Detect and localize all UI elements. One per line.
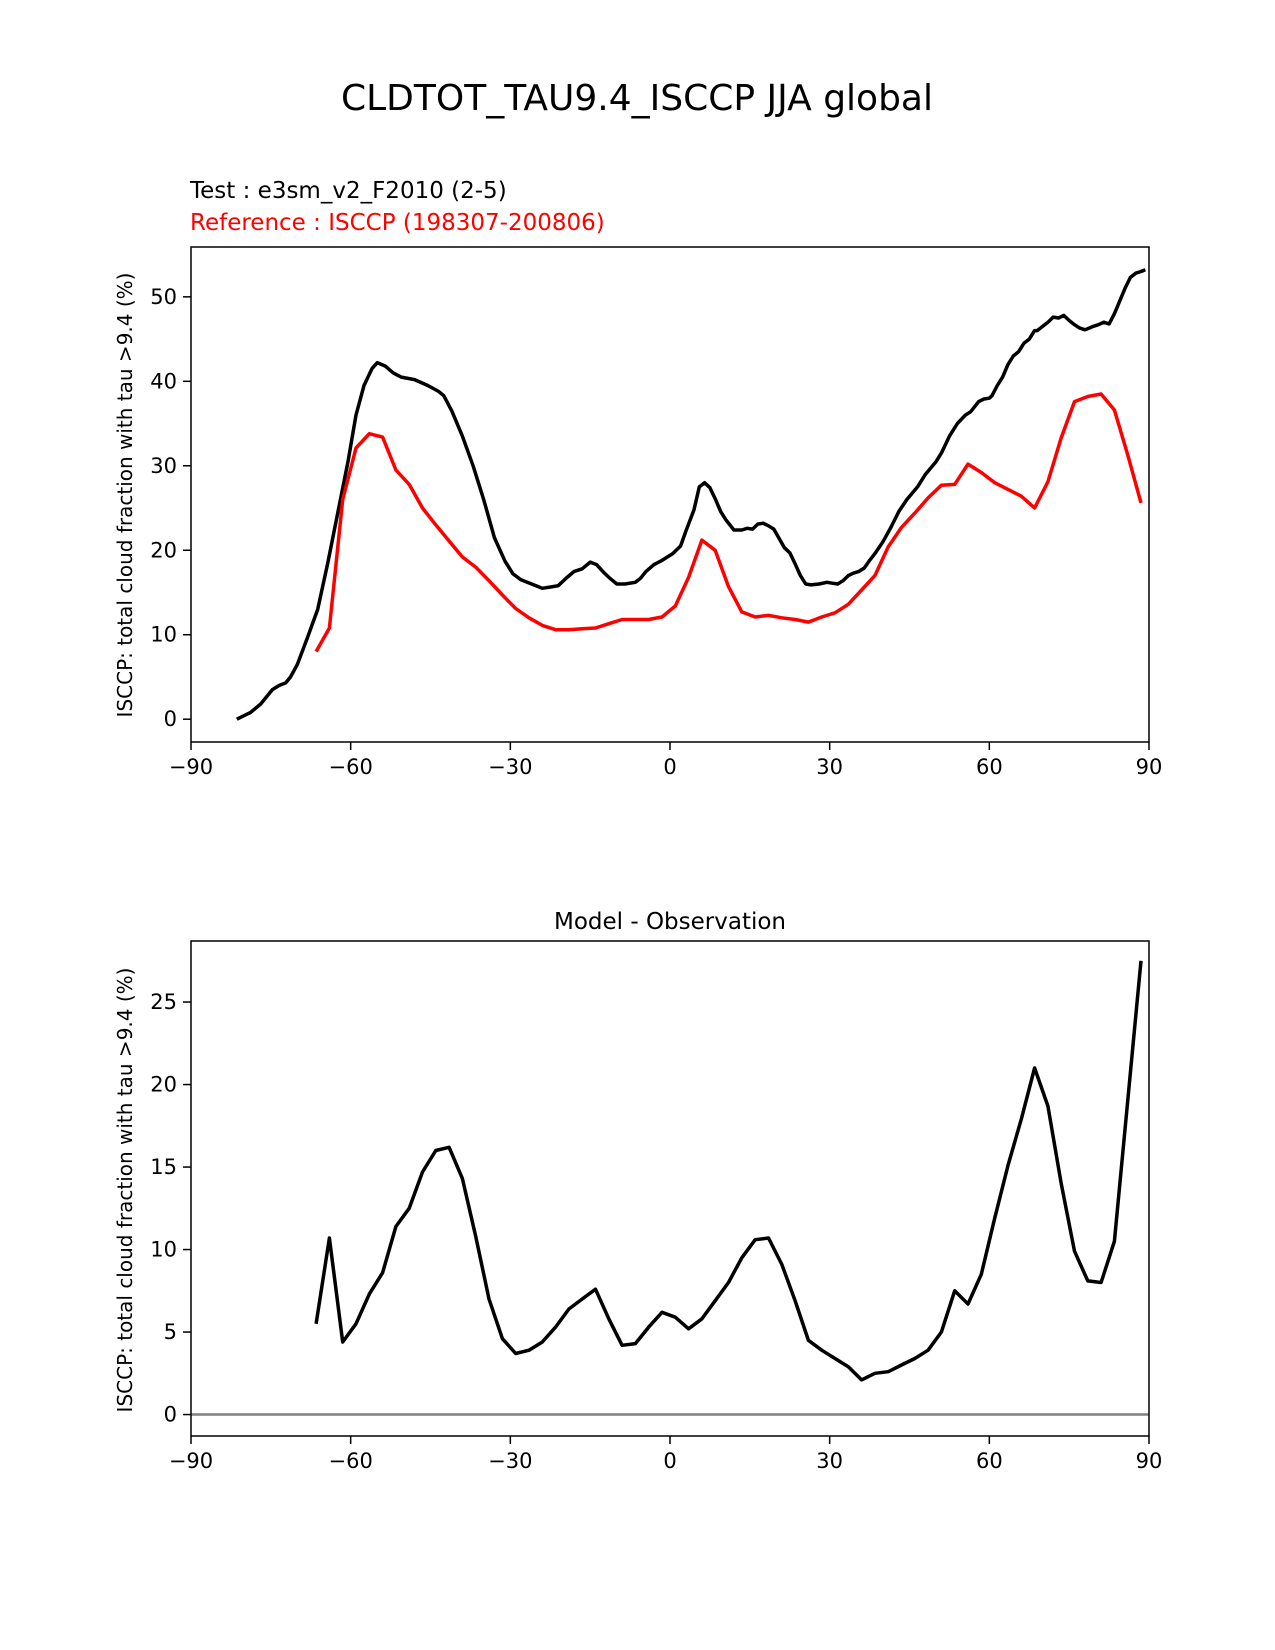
bottom-y-axis-label: ISCCP: total cloud fraction with tau >9.… bbox=[113, 968, 137, 1413]
y-tick-label: 15 bbox=[150, 1155, 177, 1179]
y-tick-label: 25 bbox=[150, 990, 177, 1014]
y-tick-label: 0 bbox=[164, 1403, 177, 1427]
x-tick-label: 30 bbox=[816, 755, 843, 779]
bottom-axis-ticks: −90 −60 −30 0 30 60 90 0 5 10 15 20 25 bbox=[150, 990, 1162, 1473]
x-tick-label: −60 bbox=[329, 755, 373, 779]
reference-label: Reference : ISCCP (198307-200806) bbox=[190, 210, 605, 236]
y-tick-label: 40 bbox=[150, 369, 177, 393]
series-line-1 bbox=[314, 392, 1143, 653]
y-tick-label: 20 bbox=[150, 1073, 177, 1097]
series-line-0 bbox=[314, 960, 1143, 1382]
top-plot-frame bbox=[190, 246, 1150, 743]
y-tick-label: 10 bbox=[150, 1238, 177, 1262]
y-tick-label: 0 bbox=[164, 707, 177, 731]
top-axis-ticks: −90 −60 −30 0 30 60 90 0 10 20 30 40 50 bbox=[150, 285, 1162, 779]
figure-title: CLDTOT_TAU9.4_ISCCP JJA global bbox=[341, 78, 933, 119]
x-tick-label: 30 bbox=[816, 1449, 843, 1473]
x-tick-label: 90 bbox=[1136, 755, 1163, 779]
bottom-title: Model - Observation bbox=[554, 909, 786, 935]
x-tick-label: −60 bbox=[329, 1449, 373, 1473]
x-tick-label: 0 bbox=[663, 1449, 676, 1473]
x-tick-label: 0 bbox=[663, 755, 676, 779]
x-tick-label: 60 bbox=[976, 1449, 1003, 1473]
x-tick-label: −90 bbox=[169, 755, 213, 779]
y-tick-label: 30 bbox=[150, 454, 177, 478]
test-label: Test : e3sm_v2_F2010 (2-5) bbox=[189, 178, 507, 204]
bottom-series bbox=[191, 960, 1149, 1416]
top-y-axis-label: ISCCP: total cloud fraction with tau >9.… bbox=[113, 273, 137, 718]
bottom-panel: Model - Observation ISCCP: total cloud f… bbox=[113, 909, 1162, 1473]
x-tick-label: −30 bbox=[488, 1449, 532, 1473]
series-line-0 bbox=[236, 268, 1146, 721]
bottom-plot-frame bbox=[190, 940, 1150, 1437]
y-tick-label: 20 bbox=[150, 538, 177, 562]
x-tick-label: −90 bbox=[169, 1449, 213, 1473]
y-tick-label: 5 bbox=[164, 1320, 177, 1344]
x-tick-label: 60 bbox=[976, 755, 1003, 779]
top-series bbox=[236, 268, 1146, 721]
x-tick-label: 90 bbox=[1136, 1449, 1163, 1473]
y-tick-label: 50 bbox=[150, 285, 177, 309]
y-tick-label: 10 bbox=[150, 623, 177, 647]
x-tick-label: −30 bbox=[488, 755, 532, 779]
top-panel: Test : e3sm_v2_F2010 (2-5) Reference : I… bbox=[113, 178, 1162, 779]
